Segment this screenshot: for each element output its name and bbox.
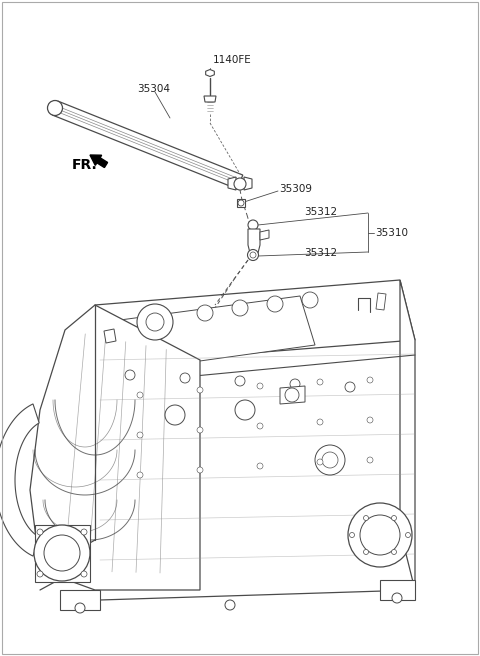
Circle shape — [81, 571, 87, 577]
Polygon shape — [380, 580, 415, 600]
Polygon shape — [95, 280, 415, 365]
Polygon shape — [52, 101, 243, 189]
Circle shape — [137, 432, 143, 438]
Circle shape — [250, 252, 256, 258]
Circle shape — [257, 423, 263, 429]
Polygon shape — [228, 177, 236, 190]
Circle shape — [248, 220, 258, 230]
Circle shape — [238, 200, 244, 206]
Circle shape — [302, 292, 318, 308]
Polygon shape — [244, 177, 252, 190]
Polygon shape — [260, 230, 269, 240]
Circle shape — [267, 296, 283, 312]
Circle shape — [125, 370, 135, 380]
Polygon shape — [0, 404, 39, 556]
Circle shape — [146, 313, 164, 331]
Circle shape — [349, 533, 355, 537]
Polygon shape — [120, 296, 315, 370]
Circle shape — [285, 388, 299, 402]
Polygon shape — [205, 70, 215, 77]
Text: 35312: 35312 — [304, 248, 337, 258]
Circle shape — [257, 463, 263, 469]
Circle shape — [392, 593, 402, 603]
Circle shape — [257, 383, 263, 389]
Circle shape — [322, 452, 338, 468]
Polygon shape — [35, 525, 90, 582]
Text: 35304: 35304 — [137, 84, 170, 94]
Circle shape — [197, 305, 213, 321]
Polygon shape — [376, 293, 386, 310]
Circle shape — [363, 516, 369, 520]
Circle shape — [290, 379, 300, 389]
Circle shape — [137, 472, 143, 478]
Circle shape — [406, 533, 410, 537]
Text: 1140FE: 1140FE — [213, 55, 252, 65]
Circle shape — [367, 377, 373, 383]
Circle shape — [197, 467, 203, 473]
Circle shape — [165, 405, 185, 425]
Circle shape — [360, 515, 400, 555]
Circle shape — [392, 550, 396, 554]
Circle shape — [348, 503, 412, 567]
Circle shape — [197, 427, 203, 433]
Circle shape — [317, 459, 323, 465]
Circle shape — [225, 600, 235, 610]
Circle shape — [317, 379, 323, 385]
Circle shape — [75, 603, 85, 613]
FancyArrow shape — [90, 155, 108, 167]
Polygon shape — [400, 280, 415, 590]
Circle shape — [48, 100, 62, 115]
Circle shape — [37, 571, 43, 577]
Polygon shape — [248, 229, 260, 253]
Polygon shape — [30, 305, 200, 590]
Circle shape — [44, 535, 80, 571]
Circle shape — [367, 417, 373, 423]
Circle shape — [234, 178, 246, 190]
Circle shape — [367, 457, 373, 463]
Text: 35310: 35310 — [375, 228, 408, 237]
Circle shape — [34, 525, 90, 581]
Circle shape — [317, 419, 323, 425]
Circle shape — [345, 382, 355, 392]
Circle shape — [137, 304, 173, 340]
Circle shape — [235, 376, 245, 386]
Text: 35312: 35312 — [304, 207, 337, 217]
Circle shape — [315, 445, 345, 475]
Circle shape — [180, 373, 190, 383]
Circle shape — [197, 387, 203, 393]
Circle shape — [37, 529, 43, 535]
Circle shape — [363, 550, 369, 554]
Circle shape — [235, 400, 255, 420]
Circle shape — [232, 300, 248, 316]
Circle shape — [81, 529, 87, 535]
Text: 35309: 35309 — [279, 184, 312, 194]
Circle shape — [248, 249, 259, 260]
Polygon shape — [104, 329, 116, 343]
Text: FR.: FR. — [72, 158, 98, 172]
Polygon shape — [60, 590, 100, 610]
Circle shape — [137, 392, 143, 398]
Polygon shape — [95, 305, 100, 600]
Circle shape — [392, 516, 396, 520]
Polygon shape — [280, 386, 305, 404]
Polygon shape — [204, 96, 216, 102]
Polygon shape — [237, 199, 245, 207]
